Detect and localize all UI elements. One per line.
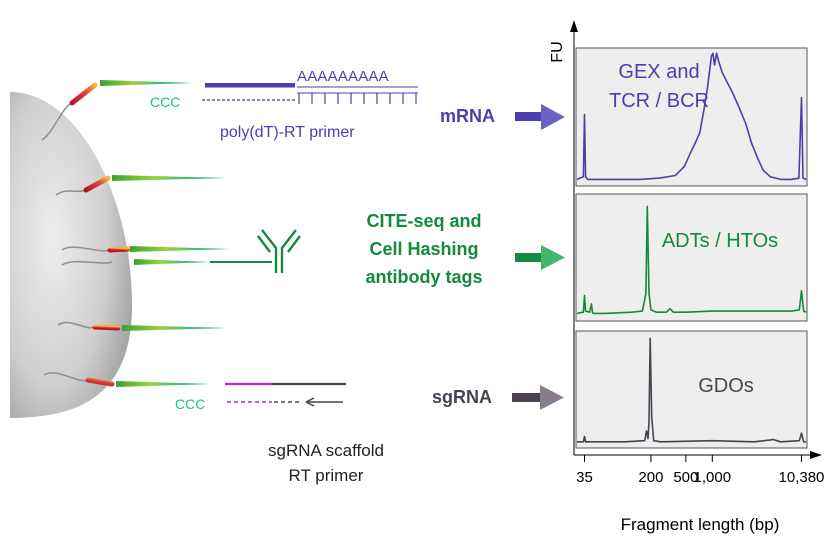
- fragment-analyzer-chart: FU GEX and TCR / BCR ADTs / HTOs GDOs 35 200…: [549, 20, 824, 534]
- x-tick-label: 1,000: [694, 469, 732, 486]
- panel-frame: [575, 47, 808, 187]
- sgrna-arrow: [512, 385, 564, 410]
- oligo-anchor-5: [43, 372, 89, 382]
- mrna-label: mRNA: [440, 106, 495, 126]
- oligo-barcode-0: [69, 82, 98, 106]
- poly-dt-primer-label: poly(dT)-RT primer: [220, 124, 355, 141]
- x-tick-label: 35: [576, 469, 593, 486]
- cite-label-1: CITE-seq and: [366, 211, 481, 231]
- x-tick-label: 10,380: [779, 469, 825, 486]
- bead-body: [10, 92, 132, 418]
- rt-arrow-head: [305, 397, 315, 407]
- mrna-arrow: [515, 104, 565, 130]
- y-axis-label: FU: [549, 41, 566, 62]
- panel-frame: [575, 330, 808, 449]
- panel-label: GDOs: [698, 375, 754, 397]
- series-trace: [577, 337, 806, 443]
- mrna-capture-detail: CCC AAAAAAAAA poly(dT)-RT primer: [150, 68, 418, 141]
- antibody-right-arm: [280, 229, 297, 273]
- oligo-anchor-3: [61, 260, 113, 266]
- cite-arrow: [515, 245, 565, 270]
- oligo-capture-3: [134, 259, 209, 265]
- chart-panel-2: ADTs / HTOs: [575, 193, 808, 322]
- oligo-barcode-5: [85, 377, 115, 387]
- oligo-anchor-2: [61, 246, 111, 252]
- sgrna-label: sgRNA: [432, 387, 492, 407]
- oligo-capture-1: [112, 175, 227, 181]
- oligo-anchor-4: [57, 321, 96, 329]
- panel-label: GEX and: [618, 61, 699, 83]
- sgrna-primer-label-1: sgRNA scaffold: [268, 441, 384, 460]
- x-axis-arrowhead: [810, 451, 822, 459]
- antibody-left-light-chain: [257, 235, 271, 253]
- mrna-strand-bar: [205, 83, 295, 88]
- oligo-barcode-2: [107, 246, 131, 253]
- panel-frame: [575, 193, 808, 322]
- cite-label-2: Cell Hashing: [369, 239, 478, 259]
- poly-t-ticks: [298, 93, 417, 104]
- sgrna-capture-detail: CCC sgRNA scaffold RT primer: [175, 382, 384, 485]
- panel-label: ADTs / HTOs: [662, 230, 778, 252]
- antibody: [210, 229, 301, 273]
- antibody-left-arm: [261, 229, 278, 273]
- x-tick-label: 500: [673, 469, 698, 486]
- ccc-label-sgrna: CCC: [175, 396, 205, 412]
- oligo-anchor-1: [55, 189, 87, 196]
- sgrna-primer-label-2: RT primer: [289, 466, 364, 485]
- poly-a-tail: AAAAAAAAA: [297, 68, 389, 85]
- chart-panel-3: GDOs: [575, 330, 808, 449]
- ccc-label-mrna: CCC: [150, 94, 180, 110]
- y-axis-arrowhead: [570, 20, 578, 32]
- bead-oligos: [41, 80, 230, 387]
- chart-panel-1: GEX and TCR / BCR: [575, 47, 808, 187]
- series-trace: [576, 205, 807, 315]
- cite-label-3: antibody tags: [365, 267, 482, 287]
- oligo-anchor-0: [41, 102, 73, 141]
- series-trace: [576, 52, 807, 181]
- input-labels: mRNA CITE-seq and Cell Hashing antibody …: [365, 104, 565, 410]
- gel-bead: [10, 92, 132, 418]
- oligo-capture-2: [130, 246, 230, 252]
- oligo-capture-4: [122, 325, 227, 331]
- oligo-capture-0: [100, 80, 192, 86]
- x-axis-label: Fragment length (bp): [621, 515, 780, 534]
- oligo-barcode-4: [92, 324, 121, 331]
- x-tick-label: 200: [638, 469, 663, 486]
- oligo-barcode-1: [83, 175, 111, 193]
- oligo-capture-5: [116, 381, 211, 387]
- antibody-right-light-chain: [287, 235, 301, 253]
- panel-label-line2: TCR / BCR: [609, 90, 709, 112]
